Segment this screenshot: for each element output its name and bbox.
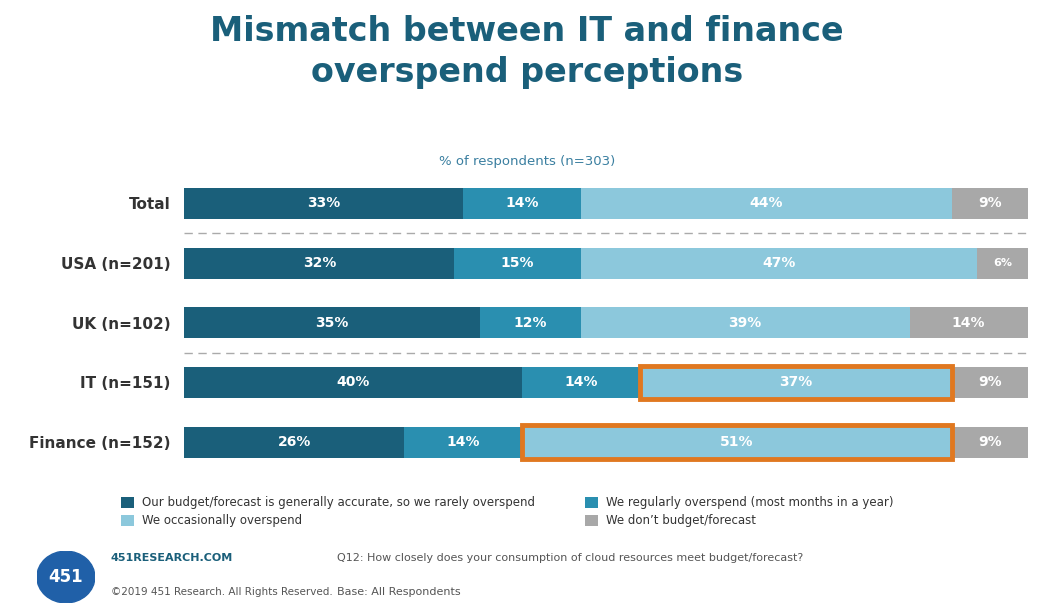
Text: 14%: 14% xyxy=(446,435,480,449)
Text: 44%: 44% xyxy=(749,196,783,210)
Text: ©2019 451 Research. All Rights Reserved.: ©2019 451 Research. All Rights Reserved. xyxy=(111,587,332,597)
Bar xyxy=(184,427,404,458)
Bar xyxy=(581,247,977,278)
Bar xyxy=(581,308,910,338)
Text: We occasionally overspend: We occasionally overspend xyxy=(142,514,302,527)
Text: 14%: 14% xyxy=(505,196,539,210)
Text: Mismatch between IT and finance
overspend perceptions: Mismatch between IT and finance overspen… xyxy=(210,15,844,89)
Bar xyxy=(952,427,1028,458)
Bar xyxy=(952,367,1028,398)
Text: 26%: 26% xyxy=(277,435,311,449)
Text: 39%: 39% xyxy=(728,316,762,329)
Text: 451: 451 xyxy=(48,568,83,586)
Bar xyxy=(184,308,480,338)
Bar xyxy=(581,188,952,219)
Bar xyxy=(184,188,463,219)
Text: 14%: 14% xyxy=(564,376,598,390)
Text: 14%: 14% xyxy=(952,316,985,329)
Text: Our budget/forecast is generally accurate, so we rarely overspend: Our budget/forecast is generally accurat… xyxy=(142,496,535,509)
Bar xyxy=(463,188,581,219)
Text: 6%: 6% xyxy=(993,258,1012,268)
Bar xyxy=(952,188,1028,219)
Bar xyxy=(977,247,1028,278)
Text: 9%: 9% xyxy=(978,376,1001,390)
Bar xyxy=(522,427,952,458)
Text: 33%: 33% xyxy=(307,196,340,210)
Text: 32%: 32% xyxy=(302,256,336,270)
Text: % of respondents (n=303): % of respondents (n=303) xyxy=(438,155,616,168)
Text: We regularly overspend (most months in a year): We regularly overspend (most months in a… xyxy=(606,496,894,509)
Text: 12%: 12% xyxy=(513,316,547,329)
Text: 15%: 15% xyxy=(501,256,534,270)
Text: 9%: 9% xyxy=(978,435,1001,449)
Bar xyxy=(522,367,640,398)
Text: 35%: 35% xyxy=(315,316,349,329)
Text: 47%: 47% xyxy=(762,256,796,270)
Text: 51%: 51% xyxy=(720,435,754,449)
Text: 451RESEARCH.COM: 451RESEARCH.COM xyxy=(111,554,233,563)
Bar xyxy=(184,247,454,278)
Text: 40%: 40% xyxy=(336,376,370,390)
Text: 9%: 9% xyxy=(978,196,1001,210)
Bar xyxy=(640,367,952,398)
Bar xyxy=(184,367,522,398)
Ellipse shape xyxy=(37,551,95,603)
Text: Base: All Respondents: Base: All Respondents xyxy=(337,587,461,597)
Bar xyxy=(480,308,581,338)
Text: Q12: How closely does your consumption of cloud resources meet budget/forecast?: Q12: How closely does your consumption o… xyxy=(337,554,803,563)
Bar xyxy=(910,308,1028,338)
Bar xyxy=(404,427,522,458)
Bar xyxy=(454,247,581,278)
Text: 37%: 37% xyxy=(779,376,813,390)
Text: We don’t budget/forecast: We don’t budget/forecast xyxy=(606,514,756,527)
